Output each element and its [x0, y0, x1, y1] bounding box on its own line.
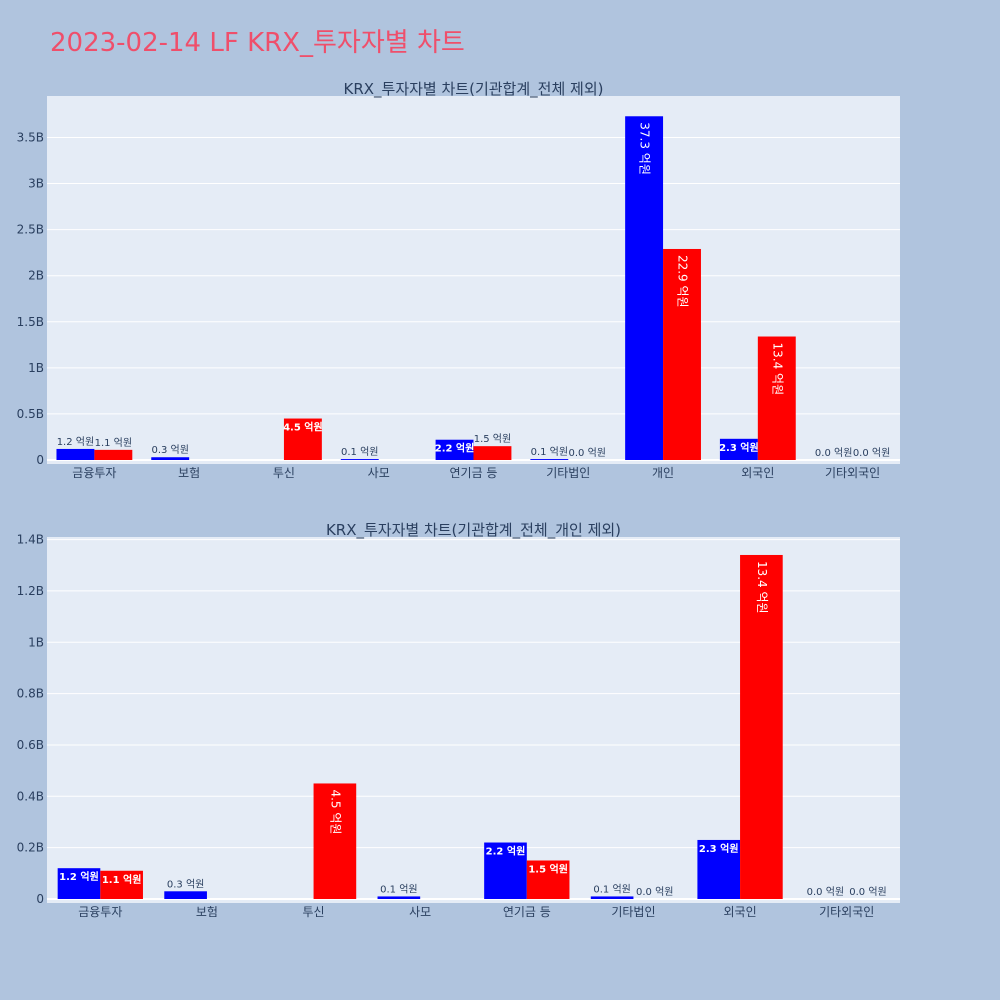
bar — [56, 448, 95, 460]
data-label: 37.3 억원 — [638, 122, 652, 175]
x-tick-label: 외국인 — [741, 466, 774, 480]
data-label: 1.2 억원 — [57, 436, 94, 448]
data-label: 2.2 억원 — [435, 442, 475, 455]
data-label: 0.1 억원 — [341, 446, 378, 458]
bar — [757, 336, 796, 460]
chart-title: KRX_투자자별 차트(기관합계_전체_개인 제외) — [326, 521, 621, 540]
y-tick-label: 1.2B — [17, 584, 44, 598]
y-tick-label: 3.5B — [17, 130, 44, 144]
data-label: 0.3 억원 — [167, 878, 204, 890]
x-tick-label: 투신 — [303, 905, 325, 919]
x-tick-label: 보험 — [196, 905, 218, 919]
x-tick-label: 금융투자 — [78, 905, 122, 919]
x-tick-label: 보험 — [178, 466, 200, 480]
data-label: 1.1 억원 — [95, 437, 132, 449]
y-tick-label: 0.2B — [17, 841, 44, 855]
y-tick-label: 3B — [28, 177, 44, 191]
bar — [283, 418, 322, 460]
data-label: 4.5 억원 — [283, 421, 323, 434]
x-tick-label: 기타외국인 — [825, 466, 880, 480]
x-tick-label: 연기금 등 — [503, 905, 551, 919]
bar — [625, 116, 664, 461]
bar — [377, 896, 421, 899]
data-label: 0.0 억원 — [807, 886, 844, 898]
y-tick-label: 2.5B — [17, 223, 44, 237]
data-label: 0.0 억원 — [815, 447, 852, 459]
data-label: 2.3 억원 — [719, 441, 759, 454]
y-tick-label: 0.4B — [17, 789, 44, 803]
data-label: 1.5 억원 — [474, 433, 511, 445]
y-tick-label: 1B — [28, 361, 44, 375]
y-tick-label: 1B — [28, 635, 44, 649]
y-tick-label: 0 — [36, 892, 44, 906]
bar — [484, 842, 527, 899]
data-label: 13.4 억원 — [755, 561, 769, 614]
data-label: 0.1 억원 — [380, 883, 417, 895]
y-tick-label: 0.8B — [17, 687, 44, 701]
y-tick-label: 0.5B — [17, 407, 44, 421]
bar — [740, 554, 783, 899]
bar — [164, 891, 207, 899]
bar — [57, 868, 101, 899]
data-label: 13.4 억원 — [770, 343, 784, 396]
y-tick-label: 2B — [28, 269, 44, 283]
bar — [663, 248, 701, 460]
data-label: 4.5 억원 — [328, 789, 342, 834]
bar — [435, 439, 474, 460]
data-label: 1.2 억원 — [59, 870, 99, 883]
bar — [313, 783, 357, 899]
chart-title: KRX_투자자별 차트(기관합계_전체 제외) — [344, 80, 604, 99]
data-label: 2.3 억원 — [699, 842, 739, 855]
x-tick-label: 투신 — [273, 466, 295, 480]
bar — [473, 446, 512, 460]
y-tick-label: 0 — [36, 453, 44, 467]
data-label: 0.0 억원 — [568, 447, 605, 459]
x-tick-label: 외국인 — [724, 905, 757, 919]
data-label: 0.0 억원 — [849, 886, 886, 898]
data-label: 0.3 억원 — [151, 444, 188, 456]
y-tick-label: 1.4B — [17, 533, 44, 547]
data-label: 1.5 억원 — [528, 862, 568, 875]
bar — [590, 896, 634, 899]
y-tick-label: 0.6B — [17, 738, 44, 752]
x-tick-label: 기타법인 — [611, 905, 655, 919]
bar — [151, 457, 190, 460]
chart-bottom: KRX_투자자별 차트(기관합계_전체_개인 제외) 0 0.2B 0.4B 0.6B 0… — [17, 521, 900, 919]
data-label: 0.1 억원 — [593, 883, 630, 895]
data-label: 1.1 억원 — [102, 873, 142, 886]
bar — [340, 459, 379, 460]
bar — [719, 438, 758, 460]
x-tick-label: 금융투자 — [72, 466, 116, 480]
data-label: 2.2 억원 — [486, 845, 526, 858]
bar — [530, 459, 569, 460]
x-tick-label: 사모 — [409, 905, 431, 919]
x-tick-label: 사모 — [368, 466, 390, 480]
x-tick-label: 연기금 등 — [450, 466, 498, 480]
page-title: 2023-02-14 LF KRX_투자자별 차트 — [50, 28, 465, 58]
bar — [100, 870, 143, 899]
x-tick-label: 기타법인 — [546, 466, 590, 480]
data-label: 22.9 억원 — [676, 255, 690, 308]
bar — [697, 839, 741, 899]
x-tick-label: 기타외국인 — [819, 905, 874, 919]
y-tick-label: 1.5B — [17, 315, 44, 329]
data-label: 0.0 억원 — [853, 447, 890, 459]
data-label: 0.1 억원 — [531, 446, 568, 458]
data-label: 0.0 억원 — [636, 886, 673, 898]
x-tick-label: 개인 — [652, 466, 674, 480]
bar — [94, 449, 133, 460]
bar — [526, 860, 570, 899]
chart-top: KRX_투자자별 차트(기관합계_전체 제외) 0 0.5B 1B 1.5B 2B 2.5B… — [17, 80, 900, 480]
